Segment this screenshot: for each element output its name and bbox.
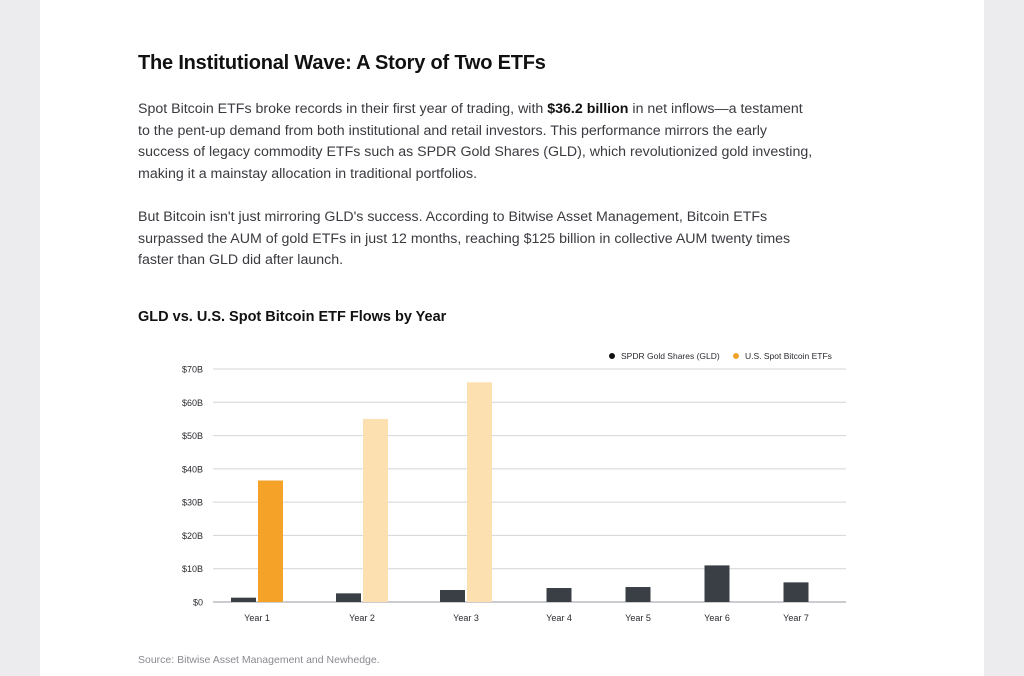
y-tick-label: $40B (182, 464, 203, 474)
x-tick-label: Year 5 (625, 613, 651, 623)
y-tick-label: $50B (182, 431, 203, 441)
source-note: Source: Bitwise Asset Management and New… (138, 654, 380, 666)
legend-label: SPDR Gold Shares (GLD) (621, 351, 720, 361)
x-tick-label: Year 6 (704, 613, 730, 623)
x-tick-label: Year 4 (546, 613, 572, 623)
article-page (40, 0, 984, 676)
paragraph-intro-text-a: Spot Bitcoin ETFs broke records in their… (138, 101, 548, 117)
x-tick-label: Year 7 (783, 613, 809, 623)
bar-bitcoin (363, 418, 388, 602)
bar-gld (625, 587, 651, 602)
y-tick-label: $10B (182, 564, 203, 574)
y-tick-label: $20B (182, 531, 203, 541)
bar-gld (546, 588, 572, 602)
x-tick-label: Year 3 (453, 613, 479, 623)
legend-marker (609, 353, 615, 359)
inflow-highlight: $36.2 billion (547, 101, 629, 117)
y-tick-label: $30B (182, 498, 203, 508)
bar-gld (336, 593, 361, 602)
y-tick-label: $70B (182, 365, 203, 375)
bar-bitcoin (467, 382, 492, 602)
chart-title: GLD vs. U.S. Spot Bitcoin ETF Flows by Y… (138, 309, 447, 325)
paragraph-intro-text-b: in net inflows—a testament to the pent-u… (138, 101, 813, 182)
bar-gld (704, 565, 730, 602)
legend-label: U.S. Spot Bitcoin ETFs (745, 351, 832, 361)
bar-bitcoin (258, 480, 283, 602)
paragraph-intro: Spot Bitcoin ETFs broke records in their… (138, 99, 818, 185)
y-tick-label: $60B (182, 398, 203, 408)
x-tick-label: Year 2 (349, 613, 375, 623)
bar-gld (440, 590, 465, 602)
article-title: The Institutional Wave: A Story of Two E… (138, 52, 546, 74)
paragraph-comparison: But Bitcoin isn't just mirroring GLD's s… (138, 209, 791, 268)
y-tick-label: $0 (193, 598, 203, 608)
x-tick-label: Year 1 (244, 613, 270, 623)
bar-gld (783, 582, 809, 602)
legend-marker (733, 353, 739, 359)
bar-gld (231, 597, 256, 602)
